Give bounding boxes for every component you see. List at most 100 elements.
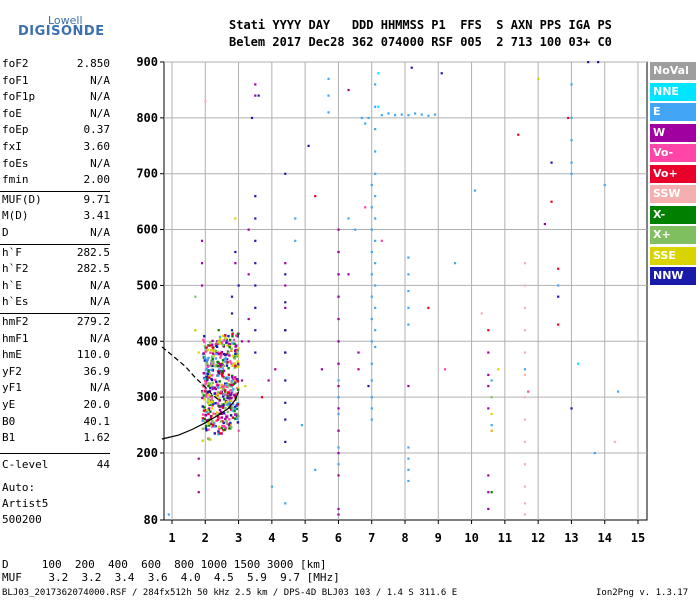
param-name: hmE [2,348,22,362]
data-point [374,262,377,265]
param-row: hmF2 279.2 [2,315,110,328]
cluster-point [201,405,204,408]
data-point [377,105,380,108]
cluster-point [225,414,228,418]
cluster-point [229,421,232,425]
cluster-point [233,413,237,416]
cluster-point [236,360,239,363]
data-point [210,407,214,410]
cluster-point [213,386,217,389]
cluster-point [218,368,221,371]
cluster-point [207,356,210,360]
cluster-point [216,413,219,416]
data-point [284,172,287,175]
clevel-row: C-level 44 [2,458,110,471]
data-point [597,61,600,64]
data-point [337,451,340,455]
cluster-point [201,419,204,423]
cluster-point [231,406,234,410]
y-tick-label: 800 [136,111,158,125]
y-tick-label: 300 [136,390,158,404]
cluster-point [207,420,210,423]
param-row: yF2 36.9 [2,365,110,378]
cluster-point [224,360,227,363]
data-point [327,77,330,80]
data-point [407,384,410,388]
data-point [380,114,383,117]
data-point [337,340,340,343]
data-point [407,457,410,460]
y-tick-label: 80 [144,513,158,527]
x-tick-label: 2 [202,531,209,545]
data-point [374,306,377,309]
data-point [413,112,417,115]
cluster-point [230,347,233,351]
data-point [347,217,350,220]
cluster-point [208,423,211,427]
cluster-point [223,334,227,337]
cluster-point [225,353,229,356]
data-point [490,396,493,399]
cluster-point [233,362,236,365]
cluster-point [207,418,211,421]
cluster-point [220,432,223,435]
cluster-point [236,403,240,406]
cluster-point [222,402,225,406]
data-point [557,323,560,326]
cluster-point [218,432,222,435]
cluster-point [211,381,215,385]
cluster-point [216,418,220,421]
cluster-point [231,409,234,412]
cluster-point [221,420,224,423]
data-point [400,113,403,116]
cluster-point [203,359,207,362]
x-tick-label: 6 [335,531,342,545]
x-tick-label: 12 [531,531,545,545]
cluster-point [236,388,240,391]
param-row: hmF1 N/A [2,332,110,345]
data-point [543,222,546,226]
data-point [197,474,200,477]
data-point [234,250,237,254]
data-point [210,362,214,365]
cluster-point [205,346,208,349]
cluster-point [228,394,232,397]
cluster-point [207,373,211,377]
data-point [284,440,287,444]
cluster-point [218,337,222,341]
cluster-point [210,355,214,359]
header-line-1: Stati YYYY DAY DDD HHMMSS P1 FFS S AXN P… [229,18,612,32]
cluster-point [222,421,225,425]
x-tick-label: 14 [597,531,611,545]
data-point [490,429,493,432]
cluster-point [211,401,214,404]
data-point [613,440,616,444]
cluster-point [207,408,210,411]
param-name: M(D) [2,209,29,223]
cluster-point [218,416,222,420]
param-value: 282.5 [76,245,110,259]
footer-muf-row: MUF 3.2 3.2 3.4 3.6 4.0 4.5 5.9 9.7 [MHz… [2,571,340,584]
cluster-point [216,351,220,354]
cluster-point [210,394,214,398]
legend-item: NNE [650,82,696,101]
data-point [523,284,527,287]
data-point [527,390,530,393]
data-point [374,345,377,349]
x-tick-label: 10 [464,531,478,545]
cluster-point [225,393,229,397]
cluster-point [235,355,238,358]
data-point [473,189,477,192]
param-name: fxI [2,140,22,153]
cluster-point [209,410,212,413]
data-point [337,396,340,399]
cluster-point [217,352,221,356]
data-point [427,114,430,117]
cluster-point [213,425,216,428]
cluster-point [203,417,206,421]
data-point [294,217,297,220]
cluster-point [224,389,227,392]
y-tick-label: 400 [136,334,158,348]
data-point [410,66,413,69]
